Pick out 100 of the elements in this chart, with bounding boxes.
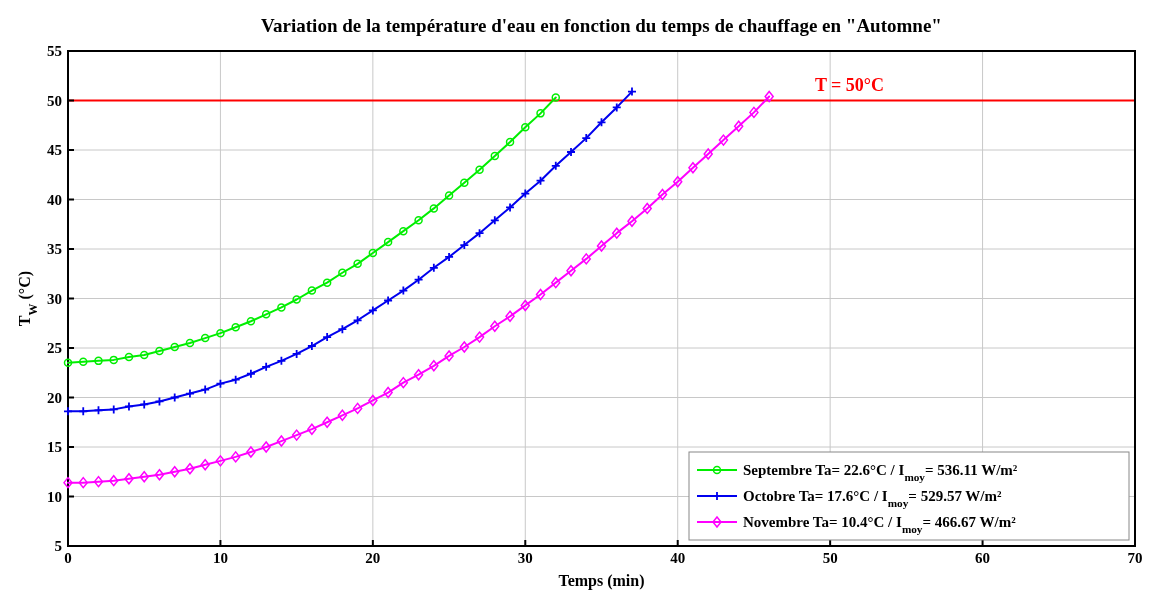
point xyxy=(459,341,470,353)
point xyxy=(63,358,73,368)
x-tick-label: 10 xyxy=(212,550,228,566)
point xyxy=(460,178,469,187)
legend-label: Septembre Ta= 22.6°C / I$_{moy}$= 536.11 W/m² xyxy=(743,462,1018,483)
point xyxy=(139,350,149,360)
point xyxy=(200,333,210,343)
point xyxy=(78,476,88,489)
point xyxy=(352,315,363,326)
x-tick-label: 20 xyxy=(365,550,381,566)
point xyxy=(185,338,195,348)
point xyxy=(337,409,348,422)
point xyxy=(139,470,149,483)
point xyxy=(566,147,576,157)
y-tick-label: 30 xyxy=(47,290,62,307)
point xyxy=(367,305,378,316)
point xyxy=(63,476,73,489)
point xyxy=(261,361,272,372)
y-tick-label: 25 xyxy=(47,340,62,356)
point xyxy=(536,109,545,118)
point xyxy=(551,93,561,102)
point xyxy=(169,466,180,478)
point xyxy=(489,215,500,226)
point xyxy=(276,435,287,447)
point xyxy=(322,416,332,428)
point xyxy=(352,402,363,415)
point xyxy=(277,303,286,312)
point xyxy=(383,386,393,399)
point xyxy=(108,474,119,487)
point xyxy=(399,226,408,236)
point xyxy=(520,299,531,312)
y-tick-label: 40 xyxy=(47,191,62,208)
point xyxy=(627,215,637,228)
point xyxy=(246,317,256,326)
point xyxy=(108,404,119,415)
x-axis-title: Temps (min) xyxy=(558,572,645,590)
point xyxy=(78,406,89,417)
y-tick-label: 50 xyxy=(47,92,62,109)
point xyxy=(94,356,103,366)
y-tick-label: 20 xyxy=(47,389,62,406)
point xyxy=(170,342,179,352)
point xyxy=(215,455,226,467)
point xyxy=(581,253,592,265)
point xyxy=(78,357,88,367)
legend-label: Novembre Ta= 10.4°C / I$_{moy}$= 466.67 W/m² xyxy=(743,514,1017,535)
point xyxy=(429,204,439,213)
x-tick-label: 50 xyxy=(822,550,838,566)
point xyxy=(414,216,423,225)
point xyxy=(246,446,256,458)
point xyxy=(368,394,378,407)
point xyxy=(505,310,515,323)
point xyxy=(521,122,530,132)
y-tick-label: 45 xyxy=(47,142,62,158)
point xyxy=(368,248,378,258)
point xyxy=(428,262,439,273)
point xyxy=(444,252,454,262)
point xyxy=(246,368,256,379)
x-tick-label: 30 xyxy=(517,550,533,566)
point xyxy=(413,368,424,381)
point xyxy=(200,459,210,471)
point xyxy=(703,148,713,160)
point xyxy=(566,265,576,277)
point xyxy=(474,331,485,343)
point xyxy=(672,175,683,188)
point xyxy=(337,324,348,335)
point xyxy=(383,237,393,247)
point xyxy=(307,286,317,295)
point xyxy=(764,90,774,103)
point xyxy=(596,240,607,252)
point xyxy=(322,278,332,287)
point xyxy=(93,475,104,488)
point xyxy=(535,288,546,301)
point xyxy=(688,162,698,174)
point xyxy=(338,268,347,278)
y-tick-label: 55 xyxy=(47,43,62,59)
point xyxy=(429,360,439,372)
point xyxy=(459,240,470,250)
point xyxy=(63,406,73,417)
point xyxy=(551,276,561,289)
point xyxy=(124,352,134,362)
point xyxy=(291,429,302,441)
point xyxy=(231,322,240,332)
point xyxy=(155,346,164,356)
point xyxy=(475,165,484,175)
point xyxy=(230,451,241,463)
point xyxy=(154,468,165,481)
point xyxy=(307,423,317,435)
point xyxy=(306,341,317,351)
point xyxy=(657,188,668,201)
point xyxy=(216,328,225,338)
legend-label: Octobre Ta= 17.6°C / I$_{moy}$= 529.57 W/m² xyxy=(743,488,1003,509)
point xyxy=(490,151,500,161)
point xyxy=(353,259,362,269)
point xyxy=(185,463,195,475)
point xyxy=(261,310,271,319)
point xyxy=(444,191,454,200)
point xyxy=(642,202,652,215)
point xyxy=(749,106,759,119)
point xyxy=(550,160,561,171)
y-tick-label: 35 xyxy=(47,241,62,257)
